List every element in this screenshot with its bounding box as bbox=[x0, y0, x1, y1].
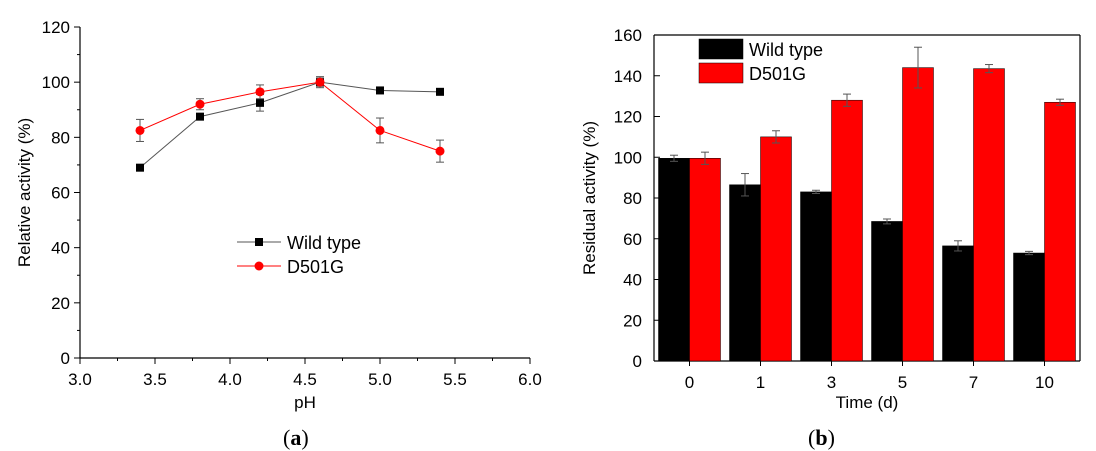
y-tick-label: 160 bbox=[614, 26, 642, 45]
x-tick-label: 3 bbox=[827, 373, 836, 392]
panel-label-b: (b) bbox=[808, 425, 835, 450]
x-tick-label: 5.5 bbox=[443, 370, 467, 389]
data-point bbox=[136, 163, 144, 172]
bar-d501g bbox=[1044, 101, 1076, 362]
bar-wild-type bbox=[658, 158, 690, 362]
x-tick-label: 0 bbox=[685, 373, 694, 392]
data-point bbox=[435, 146, 445, 156]
x-tick-label: 4.5 bbox=[293, 370, 317, 389]
legend-label: Wild type bbox=[287, 233, 361, 253]
y-tick-label: 0 bbox=[633, 352, 642, 371]
legend-label: D501G bbox=[287, 257, 344, 277]
data-point bbox=[195, 99, 205, 109]
x-tick-label: 4.0 bbox=[218, 370, 242, 389]
bar-d501g bbox=[760, 136, 792, 362]
x-tick-label: 3.0 bbox=[68, 370, 92, 389]
y-tick-label: 0 bbox=[61, 349, 70, 368]
y-tick-label: 80 bbox=[623, 189, 642, 208]
y-tick-label: 40 bbox=[623, 271, 642, 290]
bar-wild-type bbox=[729, 184, 761, 362]
y-tick-label: 40 bbox=[51, 239, 70, 258]
bar-wild-type bbox=[800, 191, 832, 362]
bar-d501g bbox=[902, 67, 934, 362]
legend-swatch bbox=[698, 62, 744, 84]
data-point bbox=[436, 87, 444, 96]
bar-d501g bbox=[973, 68, 1005, 362]
data-point bbox=[196, 112, 204, 121]
bar-wild-type bbox=[871, 221, 903, 362]
series-line-0 bbox=[139, 81, 441, 169]
x-axis-label: pH bbox=[294, 393, 316, 412]
y-tick-label: 100 bbox=[42, 73, 70, 92]
series-line-1 bbox=[139, 81, 441, 152]
data-point bbox=[135, 125, 145, 135]
y-tick-label: 100 bbox=[614, 148, 642, 167]
bar-wild-type bbox=[1013, 252, 1045, 362]
x-tick-label: 7 bbox=[969, 373, 978, 392]
x-axis-label: Time (d) bbox=[836, 393, 899, 412]
legend-swatch bbox=[698, 38, 744, 60]
y-axis-label: Relative activity (%) bbox=[15, 118, 34, 267]
legend-label: D501G bbox=[749, 64, 806, 84]
y-tick-label: 120 bbox=[42, 18, 70, 37]
y-tick-label: 140 bbox=[614, 67, 642, 86]
legend-marker bbox=[255, 238, 263, 246]
y-tick-label: 120 bbox=[614, 108, 642, 127]
panel-label-a: (a) bbox=[283, 425, 309, 450]
data-point bbox=[255, 87, 265, 97]
x-tick-label: 10 bbox=[1035, 373, 1054, 392]
x-tick-label: 5.0 bbox=[368, 370, 392, 389]
x-tick-label: 3.5 bbox=[143, 370, 167, 389]
x-tick-label: 1 bbox=[756, 373, 765, 392]
bar-wild-type bbox=[942, 245, 974, 362]
data-point bbox=[375, 125, 385, 135]
bar-d501g bbox=[831, 99, 863, 362]
legend-marker bbox=[254, 261, 264, 271]
y-axis-label: Residual activity (%) bbox=[580, 121, 599, 275]
y-tick-label: 20 bbox=[51, 294, 70, 313]
bar-d501g bbox=[689, 158, 721, 362]
y-tick-label: 60 bbox=[623, 230, 642, 249]
y-tick-label: 80 bbox=[51, 128, 70, 147]
chart-b-residual-activity: 0 20 40 60 80 100 120 140 160 0 1 3 5 7 10 Time (d) Resi… bbox=[580, 26, 1081, 412]
x-tick-label: 6.0 bbox=[518, 370, 542, 389]
y-tick-label: 20 bbox=[623, 311, 642, 330]
data-point bbox=[315, 77, 325, 87]
y-tick-label: 60 bbox=[51, 184, 70, 203]
x-tick-label: 5 bbox=[898, 373, 907, 392]
data-point bbox=[256, 98, 264, 107]
legend-label: Wild type bbox=[749, 40, 823, 60]
data-point bbox=[376, 86, 384, 95]
chart-a-ph-activity: 0 20 40 60 80 100 120 3.0 3.5 4.0 4.5 5.0 5.5 6.0 pH Re… bbox=[15, 18, 542, 412]
